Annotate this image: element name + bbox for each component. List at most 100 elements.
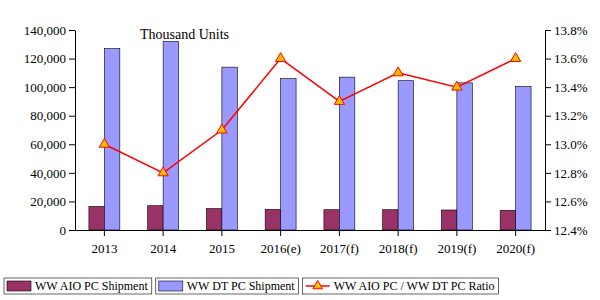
axis: 0 20,000 40,000 60,000 80,000 100,000 120,000 1… — [24, 23, 76, 238]
line — [104, 59, 515, 173]
bar — [222, 67, 237, 230]
tick: 0 — [60, 223, 76, 238]
tick-mark — [69, 230, 75, 231]
tick-label: 2018(f) — [379, 241, 418, 256]
axis-line — [545, 31, 546, 231]
tick-label: 12.8% — [554, 166, 588, 181]
tick-label: 2017(f) — [320, 241, 359, 256]
marker — [99, 138, 109, 147]
legend-swatch — [159, 281, 183, 291]
bar-series — [104, 41, 531, 230]
tick: 40,000 — [30, 166, 75, 181]
tick-mark — [163, 230, 164, 236]
marks — [89, 41, 531, 230]
tick-label: 13.4% — [554, 80, 588, 95]
tick-label: 40,000 — [30, 166, 66, 181]
bar — [383, 210, 398, 230]
legend-label: WW AIO PC Shipment — [35, 279, 148, 293]
tick-label: 100,000 — [24, 80, 66, 95]
tick-label: 2015 — [209, 241, 235, 256]
tick-mark — [339, 230, 340, 236]
tick-mark — [515, 230, 516, 236]
bar — [324, 210, 339, 230]
legend-box — [156, 278, 299, 294]
bar-series — [89, 206, 516, 230]
tick-label: 2020(f) — [496, 241, 535, 256]
tick-mark — [545, 144, 551, 145]
tick-mark — [545, 87, 551, 88]
axis-line — [76, 230, 546, 231]
tick: 13.0% — [545, 137, 588, 152]
tick-label: 120,000 — [24, 51, 66, 66]
legend-label: WW DT PC Shipment — [187, 279, 296, 293]
tick-mark — [545, 30, 551, 31]
axis-line — [75, 31, 76, 231]
marker — [158, 167, 168, 176]
legend-label: WW AIO PC / WW DT PC Ratio — [334, 279, 495, 293]
tick-mark — [456, 230, 457, 236]
tick-label: 12.4% — [554, 223, 588, 238]
tick: 2015 — [209, 230, 235, 256]
tick: 12.8% — [545, 166, 588, 181]
tick-label: 80,000 — [30, 108, 66, 123]
marker — [511, 53, 521, 62]
plot: 0 20,000 40,000 60,000 80,000 100,000 120,000 1… — [24, 23, 588, 257]
bar — [206, 209, 221, 230]
chart: 0 20,000 40,000 60,000 80,000 100,000 120,000 1… — [0, 0, 600, 300]
tick-mark — [545, 116, 551, 117]
marker — [334, 96, 344, 105]
tick: 2019(f) — [437, 230, 476, 256]
bar — [163, 41, 178, 230]
legend-item: WW AIO PC / WW DT PC Ratio — [303, 278, 499, 294]
axis: 12.4%12.6%12.8%13.0%13.2%13.4%13.6%13.8% — [545, 23, 588, 238]
tick-mark — [69, 87, 75, 88]
bar — [516, 86, 531, 230]
legend-item: WW DT PC Shipment — [156, 278, 299, 294]
tick: 12.6% — [545, 194, 588, 209]
tick: 80,000 — [30, 108, 75, 123]
bar — [148, 206, 163, 230]
axis: 2013 2014 2015 2016(e) 2017(f) 2018(f) 2019(f)… — [76, 230, 546, 256]
tick-mark — [69, 30, 75, 31]
tick-label: 0 — [60, 223, 67, 238]
legend: WW AIO PC Shipment WW DT PC Shipment WW AI… — [4, 278, 498, 294]
tick: 2014 — [150, 230, 177, 256]
tick-label: 140,000 — [24, 23, 66, 38]
legend-swatch — [7, 281, 31, 291]
tick: 20,000 — [30, 194, 75, 209]
tick-mark — [545, 59, 551, 60]
tick-label: 60,000 — [30, 137, 66, 152]
tick-label: 12.6% — [554, 194, 588, 209]
annotation: Thousand Units — [140, 27, 229, 42]
tick-mark — [545, 173, 551, 174]
tick-mark — [221, 230, 222, 236]
tick-mark — [69, 144, 75, 145]
bar — [500, 210, 515, 230]
tick: 2020(f) — [496, 230, 535, 256]
tick: 140,000 — [24, 23, 75, 38]
bar — [281, 79, 296, 230]
tick-label: 2013 — [91, 241, 117, 256]
marker — [393, 67, 403, 76]
legend-box — [4, 278, 152, 294]
legend-box — [303, 278, 499, 294]
legend-marker — [313, 280, 323, 288]
tick-mark — [545, 201, 551, 202]
tick: 13.6% — [545, 51, 588, 66]
tick: 2017(f) — [320, 230, 359, 256]
bar — [89, 206, 104, 230]
tick: 13.2% — [545, 108, 588, 123]
bar — [398, 81, 413, 230]
tick-mark — [69, 116, 75, 117]
tick: 100,000 — [24, 80, 75, 95]
tick: 12.4% — [545, 223, 588, 238]
tick-mark — [280, 230, 281, 236]
tick-label: 13.2% — [554, 108, 588, 123]
tick-mark — [69, 173, 75, 174]
tick: 2016(e) — [260, 230, 300, 256]
tick-mark — [69, 59, 75, 60]
tick-mark — [398, 230, 399, 236]
legend-item: WW AIO PC Shipment — [4, 278, 152, 294]
tick: 13.4% — [545, 80, 588, 95]
tick-label: 2016(e) — [260, 241, 300, 256]
